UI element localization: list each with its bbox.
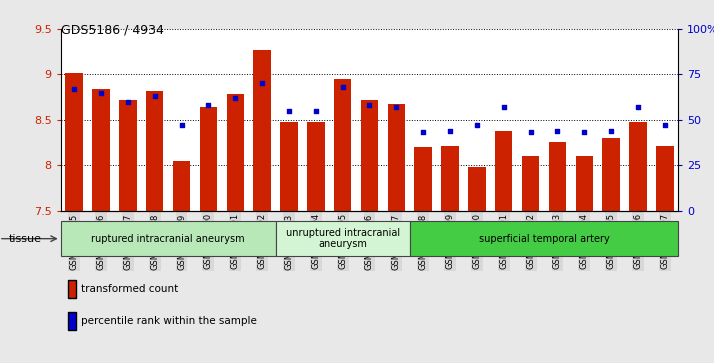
- Point: [122, 99, 134, 105]
- Point: [176, 122, 187, 128]
- Bar: [575, 156, 593, 211]
- Bar: [61, 221, 276, 256]
- Text: percentile rank within the sample: percentile rank within the sample: [81, 316, 256, 326]
- Point: [256, 81, 268, 86]
- Point: [283, 108, 295, 114]
- Point: [363, 102, 375, 108]
- Point: [69, 86, 80, 92]
- Bar: [495, 131, 513, 211]
- Bar: [410, 221, 678, 256]
- Point: [578, 130, 590, 135]
- Bar: [253, 50, 271, 211]
- Text: GDS5186 / 4934: GDS5186 / 4934: [61, 24, 164, 37]
- Bar: [441, 146, 459, 211]
- Point: [310, 108, 321, 114]
- Bar: [66, 73, 83, 211]
- Point: [633, 104, 644, 110]
- Point: [149, 93, 161, 99]
- Point: [552, 128, 563, 134]
- Bar: [92, 89, 110, 211]
- Bar: [361, 100, 378, 211]
- Point: [95, 90, 106, 95]
- Point: [471, 122, 483, 128]
- Bar: [388, 104, 405, 211]
- Text: ruptured intracranial aneurysm: ruptured intracranial aneurysm: [91, 234, 245, 244]
- Point: [391, 104, 402, 110]
- Point: [229, 95, 241, 101]
- Bar: [522, 156, 539, 211]
- Bar: [603, 138, 620, 211]
- Bar: [173, 160, 190, 211]
- Bar: [549, 142, 566, 211]
- Point: [418, 130, 429, 135]
- Point: [659, 122, 670, 128]
- Bar: [307, 122, 325, 211]
- Bar: [146, 91, 164, 211]
- Bar: [280, 122, 298, 211]
- Bar: [200, 107, 217, 211]
- Point: [444, 128, 456, 134]
- Bar: [276, 221, 410, 256]
- Bar: [226, 94, 244, 211]
- Point: [605, 128, 617, 134]
- Bar: [468, 167, 486, 211]
- Bar: [119, 100, 136, 211]
- Text: unruptured intracranial
aneurysm: unruptured intracranial aneurysm: [286, 228, 400, 249]
- Text: tissue: tissue: [9, 234, 41, 244]
- Point: [337, 84, 348, 90]
- Bar: [629, 122, 647, 211]
- Text: transformed count: transformed count: [81, 284, 178, 294]
- Point: [498, 104, 510, 110]
- Point: [203, 102, 214, 108]
- Bar: [334, 79, 351, 211]
- Point: [525, 130, 536, 135]
- Text: superficial temporal artery: superficial temporal artery: [478, 234, 610, 244]
- Bar: [656, 146, 673, 211]
- Bar: [414, 147, 432, 211]
